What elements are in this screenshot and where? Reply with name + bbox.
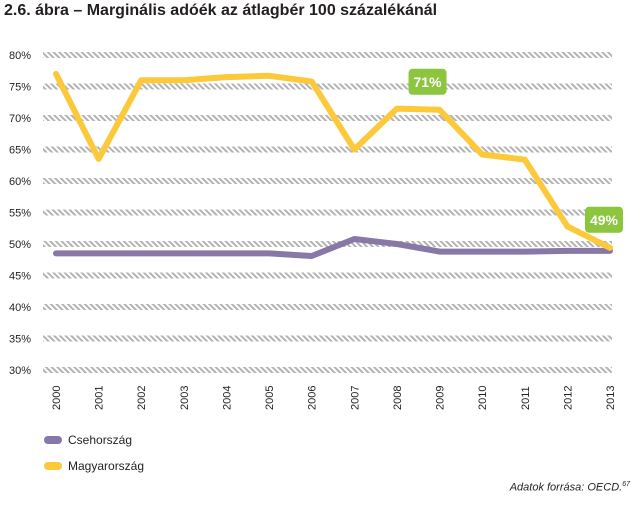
x-tick-label: 2005	[264, 386, 276, 410]
gridline	[43, 209, 612, 216]
x-tick-label: 2012	[562, 386, 574, 410]
annotation-badge	[585, 206, 623, 233]
source-footnote: 67	[622, 481, 630, 488]
y-tick-label: 70%	[9, 113, 31, 125]
gridline	[43, 115, 612, 121]
y-tick-label: 30%	[9, 365, 31, 377]
annotation-label: 71%	[414, 74, 443, 90]
y-tick-label: 40%	[9, 302, 31, 314]
annotation-badge	[408, 68, 447, 95]
gridline	[43, 367, 612, 373]
y-tick-label: 60%	[9, 176, 31, 188]
y-tick-label: 35%	[9, 334, 31, 346]
gridline	[43, 178, 612, 184]
x-tick-label: 2010	[477, 386, 489, 410]
source-text: Adatok forrása: OECD.	[509, 481, 623, 494]
legend-swatch-csehorszag	[44, 436, 62, 444]
x-tick-label: 2007	[349, 386, 361, 410]
x-tick-label: 2004	[221, 386, 233, 410]
chart-title: 2.6. ábra – Marginális adóék az átlagbér…	[4, 2, 438, 19]
gridline	[43, 272, 612, 279]
legend-item-magyarorszag: Magyarország	[44, 459, 144, 473]
legend-swatch-magyarorszag	[44, 462, 62, 470]
x-tick-label: 2002	[136, 386, 148, 410]
series-line-magyarorszag	[53, 70, 613, 251]
x-tick-label: 2001	[94, 386, 106, 410]
y-tick-label: 55%	[9, 208, 31, 220]
annotation-label: 49%	[590, 212, 619, 228]
x-tick-label: 2000	[51, 386, 63, 410]
gridline	[43, 146, 612, 153]
y-tick-label: 45%	[9, 271, 31, 283]
series-line-csehorszag	[53, 236, 613, 259]
legend-label-magyarorszag: Magyarország	[68, 459, 145, 473]
x-tick-label: 2009	[435, 386, 447, 410]
gridline	[43, 52, 612, 58]
gridline	[43, 83, 612, 90]
x-tick-label: 2013	[605, 386, 617, 410]
legend-label-csehorszag: Csehország	[68, 433, 133, 447]
source-note: Adatok forrása: OECD.67	[510, 481, 630, 494]
y-tick-label: 50%	[9, 239, 31, 251]
y-tick-label: 75%	[9, 82, 31, 94]
y-tick-label: 65%	[9, 145, 31, 157]
gridline	[43, 335, 612, 342]
y-tick-label: 80%	[9, 50, 31, 62]
x-tick-label: 2011	[520, 386, 532, 410]
x-tick-label: 2006	[307, 386, 319, 410]
x-tick-label: 2003	[179, 386, 191, 410]
gridline	[43, 241, 612, 247]
gridline	[43, 304, 612, 310]
legend-item-csehorszag: Csehország	[44, 433, 132, 447]
x-tick-label: 2008	[392, 386, 404, 410]
